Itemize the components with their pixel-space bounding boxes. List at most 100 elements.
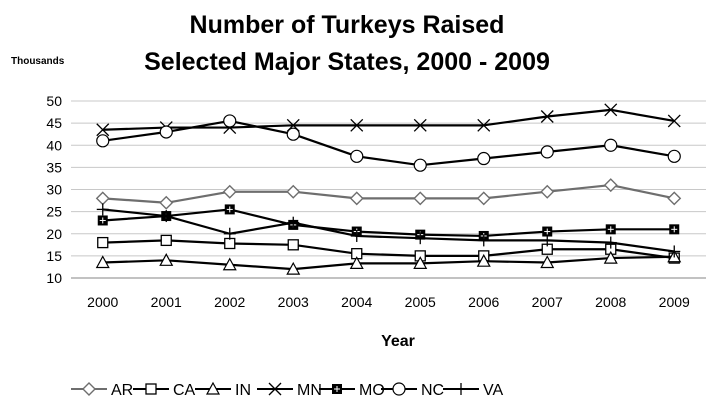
x-axis-ticks: 2000 2001 2002 2003 2004 2005 2006 2007 2008 2009 bbox=[87, 294, 690, 310]
point-IN-2001 bbox=[159, 253, 174, 266]
x-tick-label-2007: 2007 bbox=[532, 294, 563, 310]
point-AR-2001 bbox=[159, 195, 174, 210]
legend-marker-MO bbox=[332, 384, 342, 394]
chart-title-line-2: Selected Major States, 2000 - 2009 bbox=[144, 48, 550, 76]
series-line-VA bbox=[102, 208, 675, 253]
point-VA-2007 bbox=[541, 234, 554, 247]
point-AR-2007 bbox=[540, 184, 555, 199]
x-tick-label-2000: 2000 bbox=[87, 294, 118, 310]
point-AR-2006 bbox=[476, 191, 491, 206]
chart-title-line-1: Number of Turkeys Raised bbox=[190, 11, 505, 39]
legend-item-AR: AR bbox=[71, 382, 133, 397]
point-IN-2008 bbox=[603, 250, 618, 264]
legend-marker-AR bbox=[82, 382, 96, 396]
y-axis-unit-label: Thousands bbox=[11, 56, 65, 67]
legend-item-IN: IN bbox=[195, 381, 251, 397]
point-IN-2004 bbox=[349, 256, 364, 269]
point-VA-2003 bbox=[287, 216, 300, 229]
point-MN-2006 bbox=[477, 118, 491, 132]
series-MO bbox=[97, 204, 680, 241]
x-axis-title: Year bbox=[381, 333, 415, 350]
point-VA-2006 bbox=[477, 234, 490, 247]
y-tick-label-10: 10 bbox=[46, 270, 62, 286]
series-line-MN bbox=[102, 108, 675, 131]
point-IN-2007 bbox=[540, 255, 555, 269]
point-CA-2002 bbox=[224, 237, 236, 250]
legend-label-MO: MO bbox=[359, 382, 385, 397]
legend-marker-MN bbox=[268, 382, 282, 396]
point-MN-2008 bbox=[604, 103, 618, 117]
x-tick-label-2003: 2003 bbox=[278, 294, 309, 310]
point-AR-2009 bbox=[667, 191, 682, 206]
point-AR-2005 bbox=[413, 191, 428, 206]
point-NC-2003 bbox=[286, 127, 300, 141]
y-tick-label-45: 45 bbox=[46, 115, 62, 131]
point-NC-2001 bbox=[159, 125, 173, 139]
legend-label-NC: NC bbox=[421, 382, 444, 397]
x-tick-label-2004: 2004 bbox=[341, 294, 372, 310]
point-AR-2003 bbox=[286, 184, 301, 199]
series-line-AR bbox=[102, 183, 675, 204]
point-NC-2006 bbox=[477, 151, 491, 166]
point-MO-2009 bbox=[669, 224, 680, 235]
x-tick-label-2001: 2001 bbox=[151, 294, 182, 310]
point-MN-2009 bbox=[667, 114, 681, 128]
series-AR bbox=[95, 178, 682, 210]
point-MO-2000 bbox=[97, 215, 108, 226]
point-NC-2000 bbox=[96, 134, 110, 148]
y-tick-label-40: 40 bbox=[46, 137, 62, 153]
y-tick-label-35: 35 bbox=[46, 159, 62, 175]
y-tick-label-30: 30 bbox=[46, 182, 62, 198]
point-IN-2003 bbox=[286, 261, 301, 275]
legend-marker-IN bbox=[205, 381, 221, 395]
legend-item-MO: MO bbox=[319, 382, 385, 397]
legend-label-MN: MN bbox=[297, 382, 322, 397]
x-tick-label-2002: 2002 bbox=[214, 294, 245, 310]
series-CA bbox=[97, 234, 680, 264]
series-IN bbox=[95, 249, 682, 275]
x-tick-label-2008: 2008 bbox=[595, 294, 626, 310]
point-VA-2005 bbox=[414, 232, 427, 245]
point-CA-2000 bbox=[97, 236, 109, 249]
point-VA-2009 bbox=[668, 245, 681, 258]
point-AR-2002 bbox=[222, 184, 237, 199]
point-VA-2008 bbox=[604, 236, 617, 249]
point-AR-2000 bbox=[95, 191, 110, 206]
point-NC-2004 bbox=[350, 149, 364, 163]
legend-item-CA: CA bbox=[133, 382, 196, 397]
point-AR-2004 bbox=[349, 191, 364, 206]
point-IN-2005 bbox=[413, 256, 428, 269]
point-MO-2008 bbox=[605, 224, 616, 235]
point-CA-2001 bbox=[160, 234, 172, 247]
series-line-CA bbox=[102, 239, 675, 260]
point-CA-2003 bbox=[287, 239, 299, 251]
point-MN-2007 bbox=[540, 110, 554, 123]
legend: AR CA IN MN MO NC VA bbox=[71, 381, 503, 397]
point-MN-2004 bbox=[350, 118, 364, 132]
legend-item-MN: MN bbox=[257, 382, 322, 397]
point-NC-2002 bbox=[223, 114, 237, 128]
y-axis-ticks: 10 15 20 25 30 35 40 45 50 bbox=[46, 93, 62, 286]
x-tick-label-2005: 2005 bbox=[405, 294, 436, 310]
y-tick-label-20: 20 bbox=[46, 226, 62, 242]
y-tick-label-15: 15 bbox=[46, 248, 62, 264]
legend-item-VA: VA bbox=[443, 382, 503, 397]
point-MO-2002 bbox=[224, 204, 235, 215]
series-line-MO bbox=[102, 208, 675, 238]
point-IN-2000 bbox=[95, 255, 110, 269]
series-line-IN bbox=[102, 255, 675, 271]
point-NC-2005 bbox=[413, 158, 427, 172]
series-group bbox=[95, 103, 682, 275]
legend-label-IN: IN bbox=[235, 382, 251, 397]
y-tick-label-50: 50 bbox=[46, 93, 62, 109]
point-AR-2008 bbox=[603, 178, 618, 193]
series-MN bbox=[96, 103, 681, 137]
point-IN-2002 bbox=[222, 257, 237, 271]
legend-label-VA: VA bbox=[483, 382, 503, 397]
point-NC-2007 bbox=[540, 145, 554, 159]
x-tick-label-2006: 2006 bbox=[468, 294, 499, 310]
legend-label-CA: CA bbox=[173, 382, 196, 397]
legend-marker-CA bbox=[145, 383, 157, 395]
point-VA-2001 bbox=[160, 210, 173, 223]
